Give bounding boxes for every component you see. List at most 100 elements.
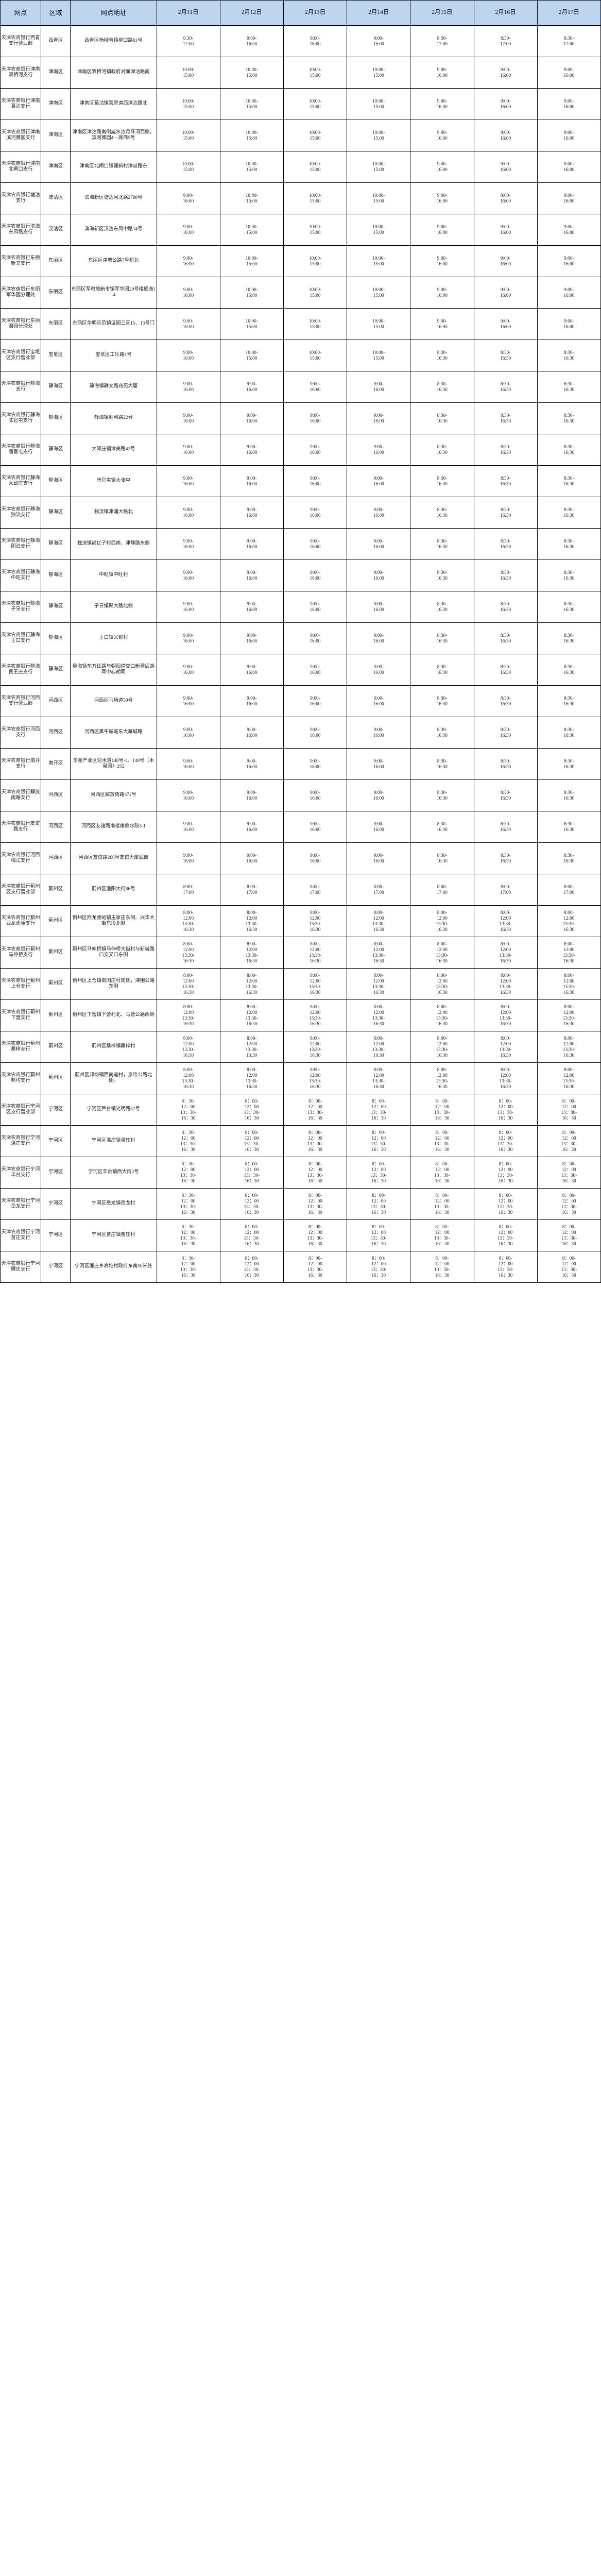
cell-branch-name: 天津农商银行蓟州区支行营业部	[0, 874, 42, 906]
cell-branch-name: 天津农商银行静海陈官屯支行	[0, 402, 42, 434]
cell-hours-day-6: 8:00- 17:00	[473, 874, 538, 906]
cell-hours-day-1: 8：30- 12：00 13：30- 16：30	[156, 1125, 220, 1157]
cell-branch-name: 天津农商银行静海独流支行	[0, 497, 42, 529]
cell-address: 静海镇东方红路与朝阳道交口新营后胡同中心胡同	[70, 654, 157, 686]
cell-hours-day-6: 8:30- 17:00	[473, 25, 538, 57]
cell-hours-day-4: 9:00- 16:00	[347, 25, 411, 57]
cell-hours-day-3: 9:00- 16:00	[283, 371, 348, 403]
cell-area: 静海区	[41, 622, 71, 654]
cell-hours-day-7: 8:30- 16:30	[537, 340, 601, 371]
header-branch: 网点	[0, 0, 42, 26]
cell-branch-name: 天津农商银行静海良王庄支行	[0, 654, 42, 686]
cell-hours-day-1: 9:00- 16:00	[156, 842, 220, 874]
cell-hours-day-7: 8：00- 12：00 13：30- 16：30	[537, 1157, 601, 1189]
cell-hours-day-3: 9:00- 16:00	[283, 748, 348, 780]
cell-hours-day-1: 10:00- 15:00	[156, 120, 220, 151]
cell-hours-day-7: 8：00- 12：00 13：30- 16：30	[537, 1251, 601, 1283]
cell-address: 子牙镇聚大路北侧	[70, 591, 157, 623]
cell-hours-day-2: 10:00- 15:00	[219, 340, 284, 371]
cell-hours-day-7: 8:30- 16:30	[537, 591, 601, 623]
header-date-2: 2月12日	[219, 0, 284, 26]
cell-hours-day-1: 8：30- 12：00 13：30- 16：30	[156, 1251, 220, 1283]
table-row: 天津农商银行南开支行 南开区 华苑产业区迎水道148号-4、148号（木易园）202…	[0, 748, 601, 780]
cell-hours-day-5: 9:00- 16:00	[410, 182, 474, 214]
cell-hours-day-7: 8:00- 17:00	[537, 874, 601, 906]
cell-hours-day-5: 8:00- 17:00	[410, 874, 474, 906]
cell-hours-day-5: 8:30- 16:30	[410, 622, 474, 654]
cell-hours-day-4: 8：00- 12：00 13：30- 16：30	[347, 1157, 411, 1189]
cell-address: 蓟州区西龙虎峪镇玉家庄东侧、兴华大街东段北侧	[70, 905, 157, 937]
cell-hours-day-7: 8:30- 16:30	[537, 748, 601, 780]
cell-area: 南开区	[41, 748, 71, 780]
branch-service-hours-table: 网点 区域 网点地址 2月11日 2月12日 2月13日 2月14日 2月15日…	[0, 0, 601, 1283]
cell-address: 蓟州区邦均镇西南道村，京哈公路北侧。	[70, 1062, 157, 1094]
cell-address: 东丽区津塘公路7号桥北	[70, 245, 157, 277]
table-row: 天津农商银行宁河潘庄支行 宁河区 宁河区潘庄镇潘庄村 8：30- 12：00 13：3…	[0, 1125, 601, 1157]
cell-area: 东丽区	[41, 308, 71, 340]
cell-hours-day-6: 8:00- 12:00 13:30- 16:30	[473, 1062, 538, 1094]
cell-hours-day-4: 8:00- 12:00 13:30- 16:30	[347, 1031, 411, 1063]
cell-hours-day-4: 10:00- 15:00	[347, 308, 411, 340]
cell-hours-day-2: 8：00- 12：00 13：30- 16：30	[219, 1251, 284, 1283]
cell-area: 蓟州区	[41, 1062, 71, 1094]
cell-hours-day-1: 9:00- 16:00	[156, 528, 220, 560]
cell-area: 津南区	[41, 151, 71, 183]
cell-hours-day-2: 8：00- 12：00 13：30- 16：30	[219, 1188, 284, 1220]
cell-hours-day-4: 8：00- 12：00 13：30- 16：30	[347, 1094, 411, 1126]
cell-hours-day-4: 9:00- 16:00	[347, 560, 411, 591]
cell-hours-day-7: 8：00- 12：00 13：30- 16：30	[537, 1219, 601, 1251]
cell-address: 滨海新区汉沽东风中路14号	[70, 214, 157, 246]
cell-area: 静海区	[41, 528, 71, 560]
cell-hours-day-3: 9:00- 16:00	[283, 402, 348, 434]
cell-branch-name: 天津农商银行静海唐官屯支行	[0, 434, 42, 466]
cell-hours-day-6: 8:30- 16:30	[473, 528, 538, 560]
cell-hours-day-1: 10:00- 15:00	[156, 151, 220, 183]
cell-address: 河西区黑牛城道东大寨城路	[70, 717, 157, 749]
cell-hours-day-7: 8：00- 12：00 13：30- 16：30	[537, 1094, 601, 1126]
cell-address: 津南区双桥河镇政府对面津沽路南	[70, 57, 157, 89]
cell-hours-day-1: 9:00- 16:00	[156, 811, 220, 843]
cell-hours-day-2: 8:00- 12:00 13:30- 16:30	[219, 905, 284, 937]
cell-hours-day-5: 8:30- 16:30	[410, 465, 474, 497]
table-row: 天津农商银行静海中旺支行 静海区 中旺镇中旺村 9:00- 16:00 9:00- 16…	[0, 560, 601, 591]
cell-branch-name: 天津农商银行静海团泊支行	[0, 528, 42, 560]
cell-hours-day-6: 8：00- 12：00 13：30- 16：30	[473, 1188, 538, 1220]
cell-area: 津南区	[41, 57, 71, 89]
table-row: 天津农商银行河西支行 河西区 河西区黑牛城道东大寨城路 9:00- 16:00 9:00…	[0, 717, 601, 749]
cell-hours-day-3: 9:00- 16:00	[283, 842, 348, 874]
cell-branch-name: 天津农商银行宁河丰台支行	[0, 1157, 42, 1189]
cell-hours-day-5: 9:00- 16:00	[410, 151, 474, 183]
cell-hours-day-1: 8:00- 12:00 13:30- 16:30	[156, 1062, 220, 1094]
cell-hours-day-2: 9:00- 16:00	[219, 842, 284, 874]
cell-hours-day-7: 8:00- 12:00 13:30- 16:30	[537, 905, 601, 937]
cell-hours-day-3: 9:00- 16:00	[283, 654, 348, 686]
cell-hours-day-2: 8:00- 12:00 13:30- 16:30	[219, 1062, 284, 1094]
cell-address: 唐官屯镇大张屯	[70, 465, 157, 497]
cell-hours-day-1: 8:30- 17:00	[156, 25, 220, 57]
cell-hours-day-1: 9:00- 16:00	[156, 434, 220, 466]
cell-area: 静海区	[41, 654, 71, 686]
cell-hours-day-7: 9:00- 16:00	[537, 182, 601, 214]
cell-hours-day-1: 8:00- 12:00 13:30- 16:30	[156, 1031, 220, 1063]
table-row: 天津农商银行津南滨河雅园支行 津南区 津南区津沽路南侧咸水沽月牙河西侧，滨河雅园4—…	[0, 120, 601, 151]
cell-area: 蓟州区	[41, 999, 71, 1031]
cell-hours-day-5: 8：00- 12：00 13：30- 16：30	[410, 1219, 474, 1251]
cell-area: 蓟州区	[41, 905, 71, 937]
cell-hours-day-6: 9:00- 16:00	[473, 182, 538, 214]
cell-branch-name: 天津农商银行宁河区支行营业部	[0, 1094, 42, 1126]
cell-hours-day-1: 9:00- 16:00	[156, 245, 220, 277]
cell-hours-day-5: 8:30- 16:30	[410, 591, 474, 623]
cell-hours-day-3: 10:00- 15:00	[283, 214, 348, 246]
table-row: 天津农商银行静海子牙支行 静海区 子牙镇聚大路北侧 9:00- 16:00 9:00- …	[0, 591, 601, 623]
cell-hours-day-2: 10:00- 15:00	[219, 57, 284, 89]
cell-hours-day-3: 10:00- 15:00	[283, 88, 348, 120]
cell-hours-day-5: 9:00- 16:00	[410, 57, 474, 89]
table-row: 天津农商银行友谊路支行 河西区 河西区友谊路南楼南侧水院3-1 9:00- 16:00…	[0, 811, 601, 843]
cell-hours-day-5: 8:00- 12:00 13:30- 16:30	[410, 1031, 474, 1063]
cell-hours-day-1: 8：30- 12：00 13：30- 16：30	[156, 1094, 220, 1126]
cell-branch-name: 天津农商银行蓟州上仓支行	[0, 968, 42, 1000]
cell-hours-day-6: 9:00- 16:00	[473, 277, 538, 309]
cell-hours-day-3: 8：00- 12：00 13：30- 16：30	[283, 1219, 348, 1251]
cell-address: 宁河区丰台镇西大街2号	[70, 1157, 157, 1189]
cell-hours-day-6: 8:30- 16:30	[473, 685, 538, 717]
